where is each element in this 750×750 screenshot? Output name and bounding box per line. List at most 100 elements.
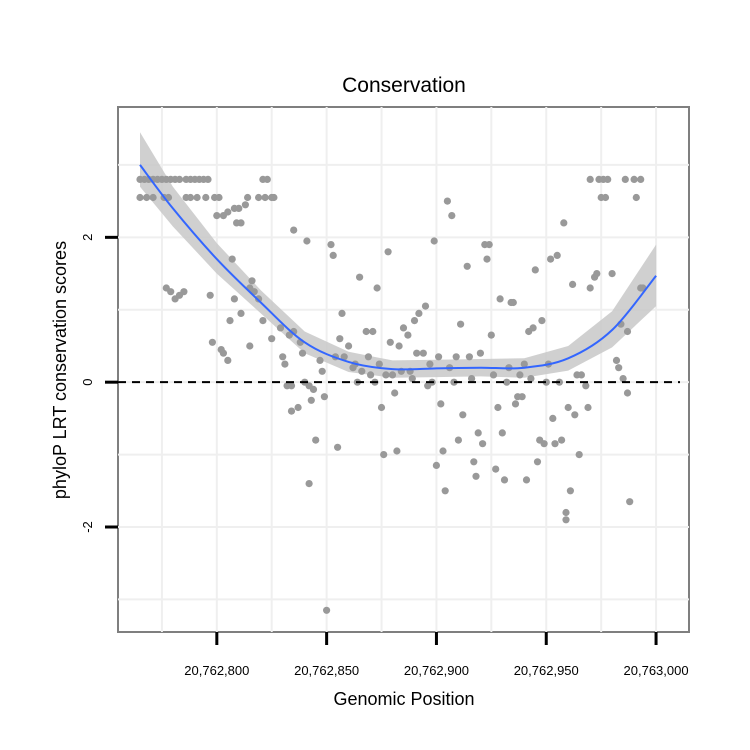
data-point [408,375,416,383]
data-point [623,327,632,336]
data-point [562,516,570,524]
data-point [316,356,324,364]
confidence-band-layer [140,132,657,378]
data-point [538,317,546,325]
data-point [305,480,313,488]
data-point [621,175,629,183]
data-point [529,324,537,332]
chart-title: Conservation [342,74,466,97]
data-point [441,487,449,495]
x-axis-title: Genomic Position [333,689,474,709]
data-point [448,212,456,220]
data-point [388,371,397,379]
data-point [382,371,390,379]
data-point [540,440,548,448]
data-point [470,458,478,466]
y-axis-title: phyloP LRT conservation scores [50,241,70,499]
data-point [356,273,364,281]
data-point [399,324,408,332]
x-tick-label: 20,762,850 [294,663,359,678]
data-point [237,309,245,317]
data-point [180,288,188,296]
data-point [586,284,594,292]
data-point [509,298,517,307]
data-point [307,396,315,404]
data-point [586,175,594,183]
data-point [413,349,421,357]
data-point [143,193,151,202]
data-point [334,443,342,451]
data-point [224,208,232,216]
data-point [206,291,214,299]
data-point [553,251,561,259]
data-point [560,219,568,227]
data-point [323,606,331,614]
data-point [421,302,430,310]
data-point [386,338,394,346]
data-point [149,193,157,202]
data-point [457,320,465,328]
data-point [465,353,473,361]
data-point [213,212,221,220]
data-point [255,295,263,303]
data-point [369,327,377,336]
data-point [336,335,344,343]
data-point [215,193,223,202]
data-point [327,241,335,249]
data-point [498,429,506,437]
x-tick-label: 20,762,800 [184,663,249,678]
data-point [228,255,236,263]
data-point [571,411,579,419]
data-point [577,371,586,379]
data-point [281,360,289,368]
data-point [345,342,353,350]
data-point [241,201,249,209]
data-point [419,349,427,357]
data-point [294,403,302,412]
data-point [432,461,440,469]
data-point [303,237,311,245]
data-point [569,280,577,288]
data-point [358,367,366,375]
data-point [193,193,201,202]
data-point [162,284,170,292]
data-point [435,353,443,361]
data-point [630,175,638,183]
data-point [483,255,491,263]
y-tick-label: 0 [80,379,95,386]
data-point [375,360,383,368]
data-point [476,349,484,357]
data-point [619,375,627,383]
data-point [393,447,401,455]
data-point [404,331,412,339]
data-point [430,237,438,245]
data-point [487,331,495,339]
smoother-line [139,164,657,371]
data-point [309,385,318,393]
data-point [235,204,243,212]
data-point [364,353,372,361]
data-point [503,378,511,386]
data-point [329,251,337,259]
data-point [230,295,238,303]
data-point [472,472,480,480]
data-point [415,309,423,317]
data-point [558,436,566,444]
data-point [186,193,195,202]
data-point [593,270,601,278]
data-point [562,508,570,517]
data-point [224,356,232,364]
data-point [564,403,572,412]
data-point [615,364,623,372]
data-point [527,375,535,383]
data-point [566,487,575,495]
data-point [276,324,285,332]
data-point [377,403,386,412]
data-point [175,175,184,183]
data-point [479,440,487,448]
data-point [485,241,493,249]
data-point [237,219,245,227]
data-point [549,414,557,422]
data-point [362,327,370,336]
